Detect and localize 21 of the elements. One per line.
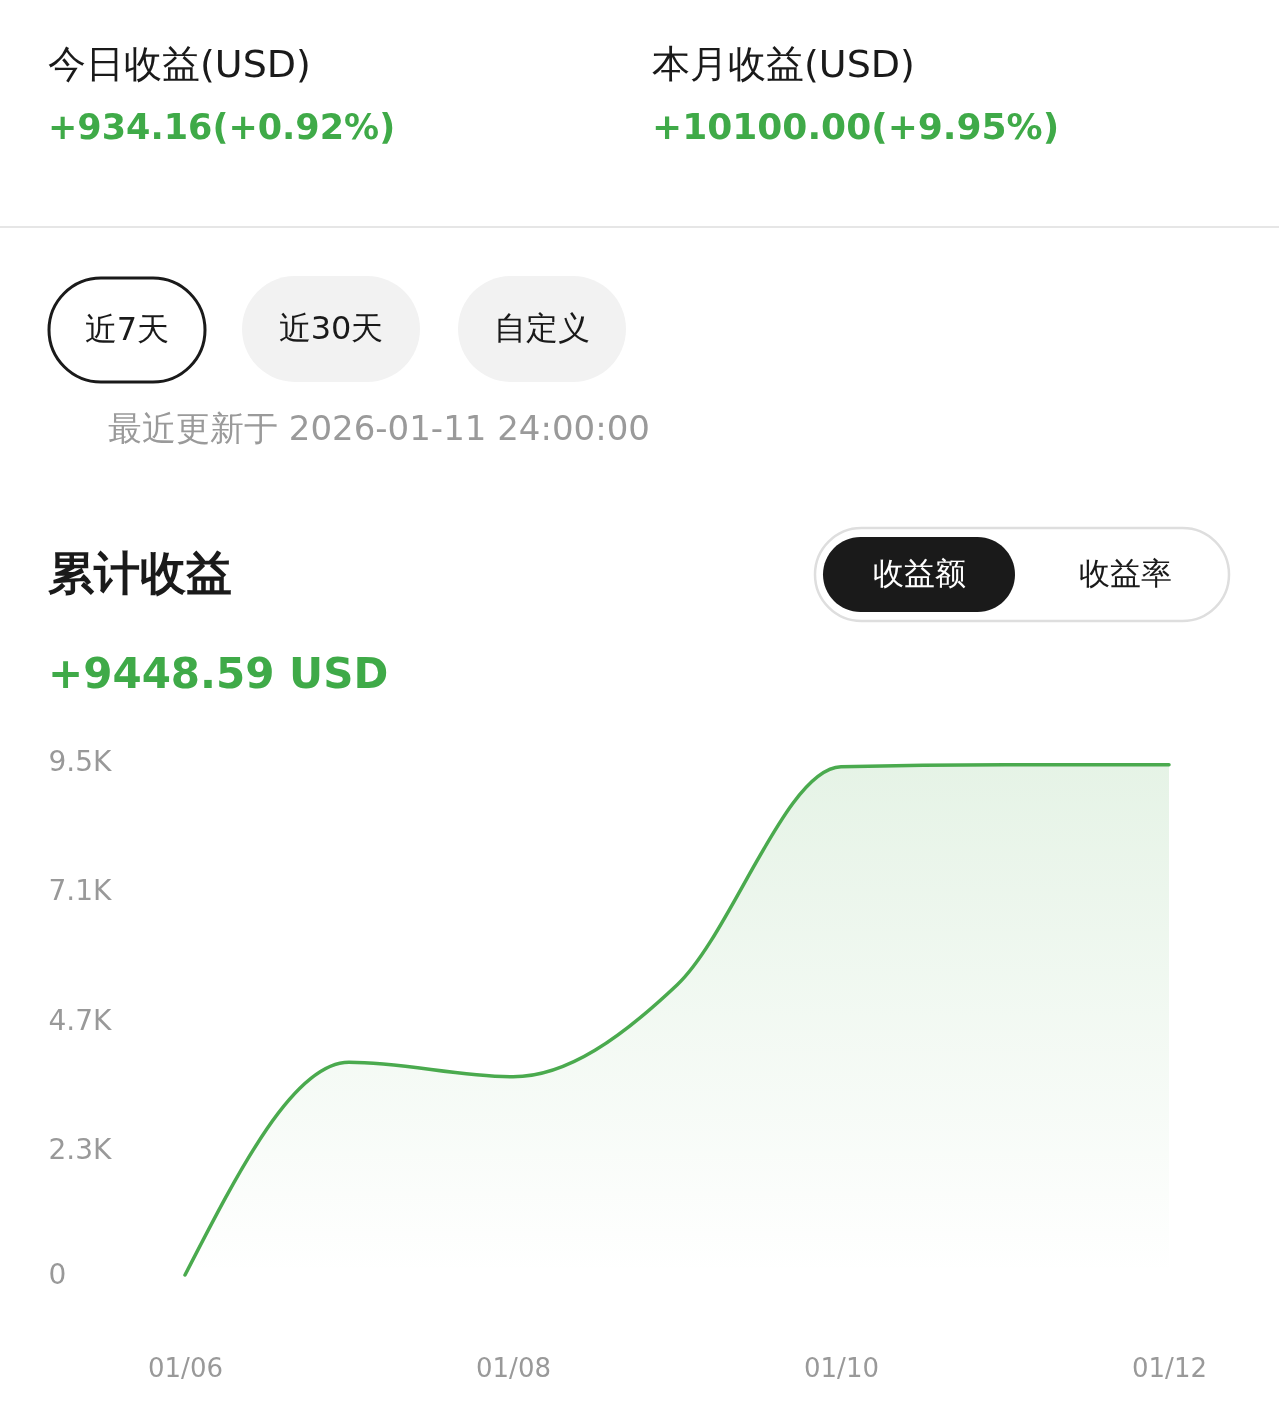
text: 收益额 xyxy=(872,554,966,591)
text: 近30天 xyxy=(278,309,384,347)
text: +10100.00(+9.95%) xyxy=(652,106,1060,147)
text: +934.16(+0.92%) xyxy=(48,107,396,147)
text: 今日收益(USD) xyxy=(48,42,311,86)
chart-title: 累计收益 xyxy=(48,546,232,600)
x-tick-label: 01/06 xyxy=(148,1352,223,1383)
x-tick-label: 01/10 xyxy=(804,1352,879,1383)
chart-subtitle: +9448.59 USD xyxy=(48,649,389,698)
text: 收益率 xyxy=(1078,554,1172,591)
y-tick-label: 9.5K xyxy=(48,744,113,778)
y-tick-label: 4.7K xyxy=(48,1003,113,1037)
text: 近7天 xyxy=(84,310,170,348)
y-tick-label: 0 xyxy=(48,1257,67,1291)
text: 最近更新于 2026-01-11 24:00:00 xyxy=(108,408,650,448)
y-tick-label: 7.1K xyxy=(48,874,113,908)
x-tick-label: 01/12 xyxy=(1132,1352,1207,1383)
text: 自定义 xyxy=(494,309,590,347)
y-tick-label: 2.3K xyxy=(48,1133,113,1167)
text: 本月收益(USD) xyxy=(652,42,915,86)
x-tick-label: 01/08 xyxy=(476,1352,551,1383)
